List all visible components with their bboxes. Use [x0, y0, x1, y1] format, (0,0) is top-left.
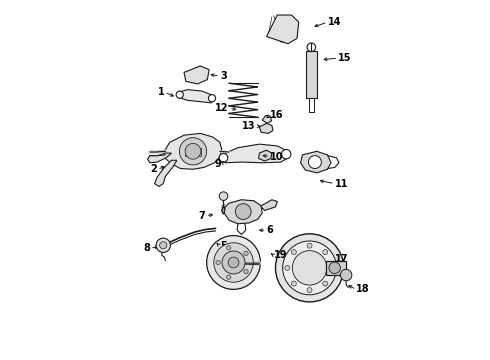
- Circle shape: [226, 246, 231, 250]
- FancyBboxPatch shape: [306, 51, 317, 98]
- Polygon shape: [179, 90, 215, 103]
- Text: 9: 9: [215, 159, 221, 169]
- Text: 3: 3: [220, 71, 227, 81]
- Polygon shape: [221, 144, 290, 163]
- Text: 19: 19: [274, 250, 287, 260]
- Polygon shape: [267, 15, 299, 44]
- Circle shape: [208, 95, 216, 102]
- Circle shape: [214, 243, 253, 282]
- Circle shape: [222, 251, 245, 274]
- Text: 15: 15: [338, 53, 352, 63]
- Circle shape: [329, 262, 341, 274]
- Circle shape: [285, 265, 290, 270]
- Text: 17: 17: [335, 254, 348, 264]
- Circle shape: [156, 238, 171, 252]
- Text: 20: 20: [227, 272, 241, 282]
- Text: 5: 5: [220, 241, 227, 251]
- Circle shape: [216, 260, 220, 265]
- Circle shape: [292, 281, 296, 286]
- Circle shape: [160, 242, 167, 249]
- Polygon shape: [147, 153, 172, 163]
- Circle shape: [275, 234, 343, 302]
- Circle shape: [179, 138, 207, 165]
- Circle shape: [282, 149, 291, 159]
- Text: 1: 1: [158, 87, 164, 97]
- Circle shape: [307, 243, 312, 248]
- Text: 10: 10: [270, 152, 284, 162]
- Polygon shape: [300, 151, 331, 173]
- Polygon shape: [155, 160, 177, 186]
- Text: 18: 18: [356, 284, 370, 294]
- Circle shape: [329, 265, 334, 270]
- Circle shape: [207, 235, 260, 289]
- Polygon shape: [261, 200, 277, 211]
- Circle shape: [307, 288, 312, 293]
- Circle shape: [323, 281, 328, 286]
- Polygon shape: [184, 66, 209, 84]
- Text: 16: 16: [270, 111, 284, 121]
- Circle shape: [283, 241, 337, 295]
- Circle shape: [292, 249, 296, 255]
- Polygon shape: [224, 200, 262, 224]
- Circle shape: [244, 251, 248, 256]
- Text: 6: 6: [267, 225, 273, 235]
- Circle shape: [219, 192, 228, 201]
- Circle shape: [185, 143, 201, 159]
- Polygon shape: [262, 116, 271, 123]
- Circle shape: [228, 257, 239, 268]
- Text: 7: 7: [199, 211, 205, 221]
- Circle shape: [341, 269, 352, 281]
- FancyBboxPatch shape: [326, 261, 346, 275]
- Circle shape: [309, 156, 321, 168]
- Text: 11: 11: [335, 179, 348, 189]
- Text: 14: 14: [327, 17, 341, 27]
- Circle shape: [244, 269, 248, 274]
- Polygon shape: [259, 123, 273, 134]
- FancyBboxPatch shape: [185, 148, 201, 156]
- Circle shape: [219, 153, 228, 162]
- Circle shape: [235, 204, 251, 220]
- Polygon shape: [259, 150, 272, 161]
- Circle shape: [176, 91, 183, 98]
- Circle shape: [293, 251, 327, 285]
- Text: 2: 2: [150, 164, 157, 174]
- Text: 13: 13: [242, 121, 256, 131]
- Circle shape: [226, 275, 231, 279]
- Circle shape: [323, 249, 328, 255]
- Text: 8: 8: [143, 243, 150, 253]
- Text: 4: 4: [231, 248, 238, 258]
- Text: 12: 12: [216, 103, 229, 113]
- Polygon shape: [164, 134, 221, 169]
